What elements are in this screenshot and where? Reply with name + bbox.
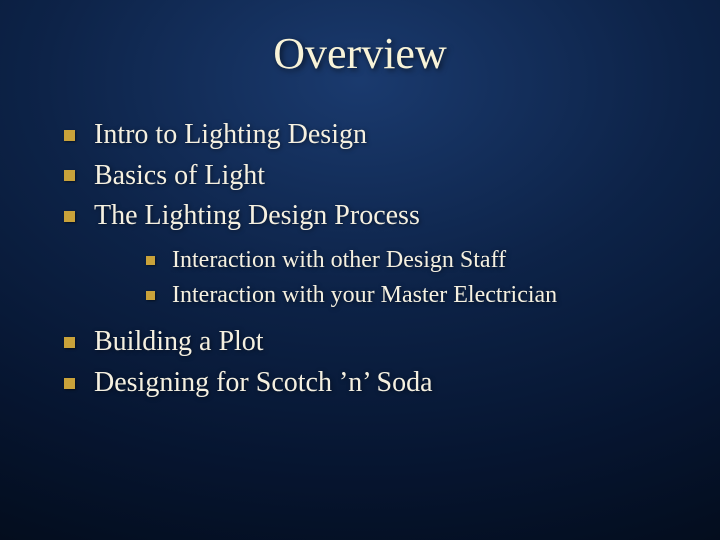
list-item: Building a Plot bbox=[50, 322, 670, 363]
list-item-text: Building a Plot bbox=[94, 326, 264, 357]
list-item: Interaction with your Master Electrician bbox=[94, 278, 670, 313]
list-item-text: Interaction with your Master Electrician bbox=[172, 282, 557, 308]
list-item-text: Designing for Scotch ’n’ Soda bbox=[94, 367, 433, 398]
list-item-text: Basics of Light bbox=[94, 160, 265, 191]
list-item: Designing for Scotch ’n’ Soda bbox=[50, 363, 670, 404]
list-item: Basics of Light bbox=[50, 156, 670, 197]
list-item: Intro to Lighting Design bbox=[50, 115, 670, 156]
list-item: Interaction with other Design Staff bbox=[94, 243, 670, 278]
bullet-list: Intro to Lighting Design Basics of Light… bbox=[50, 115, 670, 404]
slide-title: Overview bbox=[50, 28, 670, 79]
sub-bullet-list: Interaction with other Design Staff Inte… bbox=[94, 243, 670, 313]
list-item-text: The Lighting Design Process bbox=[94, 200, 420, 231]
list-item: The Lighting Design Process Interaction … bbox=[50, 196, 670, 312]
list-item-text: Interaction with other Design Staff bbox=[172, 247, 506, 273]
slide: Overview Intro to Lighting Design Basics… bbox=[0, 0, 720, 540]
list-item-text: Intro to Lighting Design bbox=[94, 119, 367, 150]
